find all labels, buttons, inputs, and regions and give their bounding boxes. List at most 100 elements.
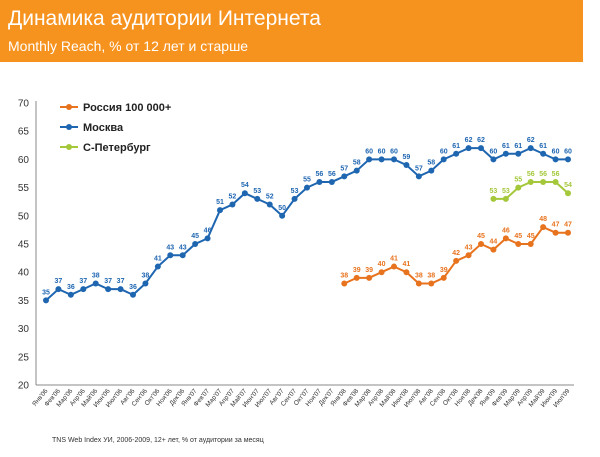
data-point (527, 145, 534, 152)
data-label: 60 (390, 148, 398, 155)
data-point (391, 263, 397, 270)
data-point (428, 280, 435, 287)
data-point (391, 156, 397, 163)
data-point (142, 280, 149, 287)
data-label: 53 (253, 188, 261, 195)
data-label: 61 (452, 143, 460, 150)
data-point (217, 207, 223, 214)
data-label: 43 (166, 244, 174, 251)
data-point (192, 241, 199, 247)
data-label: 36 (129, 284, 137, 291)
data-point (490, 246, 497, 253)
legend-swatch-marker (66, 104, 72, 110)
data-label: 37 (79, 278, 87, 285)
data-point (341, 280, 348, 287)
data-label: 41 (403, 261, 411, 268)
data-point (440, 274, 447, 281)
data-label: 41 (390, 256, 398, 263)
data-label: 57 (415, 165, 423, 172)
data-label: 61 (502, 143, 510, 150)
data-point (291, 195, 298, 202)
data-point (341, 173, 348, 180)
legend-swatch-marker (66, 124, 72, 130)
data-label: 62 (527, 137, 535, 144)
data-point (130, 291, 136, 298)
data-point (378, 269, 385, 276)
data-point (440, 156, 447, 163)
y-tick-label: 25 (18, 352, 30, 363)
data-label: 56 (316, 171, 324, 178)
data-point (366, 274, 373, 281)
data-point (266, 201, 273, 208)
data-label: 46 (204, 227, 212, 234)
data-label: 43 (179, 244, 187, 251)
data-point (378, 156, 385, 163)
data-point (229, 201, 236, 208)
data-point (453, 257, 460, 264)
data-label: 61 (539, 143, 547, 150)
data-point (105, 286, 112, 293)
data-point (490, 195, 497, 202)
data-label: 41 (154, 256, 162, 263)
data-point (552, 229, 559, 236)
data-label: 58 (427, 160, 435, 167)
data-point (304, 184, 310, 191)
data-label: 59 (403, 154, 411, 161)
data-label: 38 (340, 272, 348, 279)
data-point (328, 178, 335, 185)
data-label: 60 (440, 148, 448, 155)
data-point (552, 156, 559, 163)
data-point (117, 286, 124, 293)
data-label: 46 (502, 227, 510, 234)
data-label: 38 (427, 272, 435, 279)
data-point (515, 241, 522, 247)
data-point (565, 190, 571, 197)
legend-swatch-marker (66, 144, 72, 150)
data-point (552, 178, 559, 185)
data-label: 37 (55, 278, 63, 285)
data-point (502, 150, 509, 157)
data-point (515, 184, 522, 191)
y-tick-label: 30 (18, 324, 30, 335)
data-label: 45 (191, 233, 199, 240)
data-point (254, 195, 261, 202)
header-banner: Динамика аудитории Интернета Monthly Rea… (0, 0, 583, 62)
y-tick-label: 60 (18, 155, 30, 166)
y-tick-label: 50 (18, 211, 30, 222)
data-label: 56 (527, 171, 535, 178)
data-point (353, 167, 360, 174)
y-tick-label: 70 (18, 99, 30, 110)
data-point (316, 178, 323, 185)
data-label: 44 (490, 239, 498, 246)
data-point (80, 286, 87, 293)
data-label: 45 (527, 233, 535, 240)
data-point (515, 150, 522, 157)
data-label: 51 (216, 199, 224, 206)
data-point (415, 280, 422, 287)
data-label: 60 (552, 148, 560, 155)
data-label: 47 (564, 222, 572, 229)
data-point (478, 145, 484, 152)
data-label: 36 (67, 284, 75, 291)
data-point (565, 229, 571, 236)
data-label: 53 (291, 188, 299, 195)
data-label: 45 (477, 233, 485, 240)
data-label: 38 (415, 272, 423, 279)
data-point (540, 178, 547, 185)
data-point (366, 156, 373, 163)
data-label: 62 (477, 137, 485, 144)
data-label: 61 (514, 143, 522, 150)
data-point (465, 145, 472, 152)
data-point (540, 150, 547, 157)
data-label: 42 (452, 250, 460, 257)
data-label: 50 (278, 205, 286, 212)
data-point (478, 241, 484, 247)
data-point (241, 190, 248, 197)
data-point (502, 195, 509, 202)
data-label: 54 (564, 182, 572, 189)
data-point (540, 224, 547, 231)
data-label: 55 (303, 177, 311, 184)
data-point (415, 173, 422, 180)
data-label: 47 (552, 222, 560, 229)
